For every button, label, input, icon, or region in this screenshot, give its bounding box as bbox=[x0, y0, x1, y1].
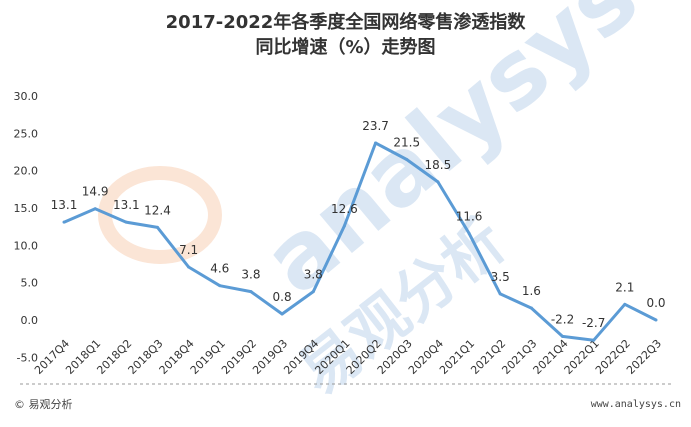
data-point bbox=[654, 318, 658, 322]
data-labels: 13.1 14.9 13.1 12.4 7.1 4.6 3.8 0.8 3.8 12.6 23.7 2… bbox=[51, 119, 666, 330]
chart-title: 2017-2022年各季度全国网络零售渗透指数 bbox=[165, 12, 526, 33]
data-label: -2.2 bbox=[551, 312, 574, 326]
data-label: -2.7 bbox=[582, 316, 605, 330]
data-label: 18.5 bbox=[425, 158, 452, 172]
data-point bbox=[280, 312, 284, 316]
data-point bbox=[374, 141, 378, 145]
data-label: 21.5 bbox=[393, 135, 420, 149]
data-point bbox=[218, 284, 222, 288]
data-point bbox=[498, 292, 502, 296]
data-point bbox=[592, 338, 596, 342]
data-label: 13.1 bbox=[51, 198, 78, 212]
data-point bbox=[93, 207, 97, 211]
y-tick-label: 30.0 bbox=[14, 90, 39, 103]
data-point bbox=[623, 302, 627, 306]
data-label: 3.5 bbox=[491, 270, 510, 284]
y-tick-label: 25.0 bbox=[14, 127, 39, 140]
data-label: 2.1 bbox=[615, 280, 634, 294]
data-label: 0.0 bbox=[646, 296, 665, 310]
data-label: 12.4 bbox=[144, 203, 171, 217]
data-point bbox=[467, 231, 471, 235]
chart-subtitle: 同比增速（%）走势图 bbox=[255, 37, 436, 58]
data-label: 3.8 bbox=[241, 268, 260, 282]
data-point bbox=[561, 334, 565, 338]
y-tick-label: 0.0 bbox=[21, 314, 39, 327]
x-tick-label: 2022Q3 bbox=[624, 337, 664, 377]
data-point bbox=[124, 220, 128, 224]
data-point bbox=[529, 306, 533, 310]
data-point bbox=[342, 224, 346, 228]
data-point bbox=[187, 265, 191, 269]
data-label: 0.8 bbox=[273, 290, 292, 304]
data-point bbox=[311, 290, 315, 294]
data-label: 14.9 bbox=[82, 185, 109, 199]
y-tick-label: -5.0 bbox=[17, 351, 38, 364]
watermark-logo-ring bbox=[98, 166, 222, 264]
data-label: 23.7 bbox=[362, 119, 389, 133]
data-point bbox=[155, 225, 159, 229]
data-label: 1.6 bbox=[522, 284, 541, 298]
data-point bbox=[249, 290, 253, 294]
data-point bbox=[405, 157, 409, 161]
series-line bbox=[62, 141, 658, 342]
data-label: 7.1 bbox=[179, 243, 198, 257]
y-tick-label: 20.0 bbox=[14, 165, 39, 178]
data-label: 11.6 bbox=[456, 209, 483, 223]
y-tick-label: 10.0 bbox=[14, 239, 39, 252]
data-label: 12.6 bbox=[331, 202, 358, 216]
y-tick-label: 5.0 bbox=[21, 277, 39, 290]
data-point bbox=[436, 180, 440, 184]
footer-copyright: © 易观分析 bbox=[14, 398, 73, 411]
data-label: 4.6 bbox=[210, 262, 229, 276]
footer-website: www.analysys.cn bbox=[590, 399, 681, 410]
y-tick-label: 15.0 bbox=[14, 202, 39, 215]
data-label: 3.8 bbox=[304, 268, 323, 282]
data-point bbox=[62, 220, 66, 224]
data-label: 13.1 bbox=[113, 198, 140, 212]
series-line-path bbox=[63, 141, 657, 342]
